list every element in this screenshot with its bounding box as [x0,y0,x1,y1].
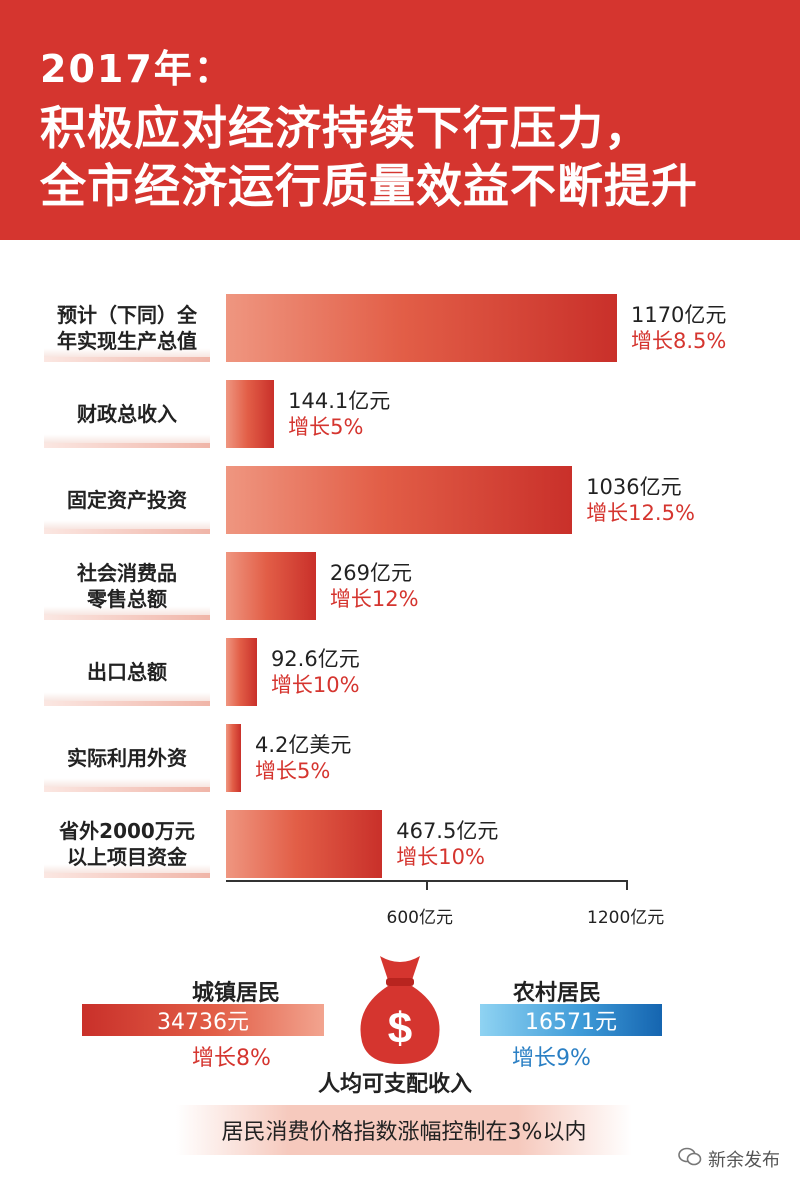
bar-value-label: 467.5亿元 [396,819,499,843]
bar-growth-label: 增长5% [288,415,364,439]
bar-value-group: 269亿元 增长12% [330,560,419,612]
header-year: 2017年： [40,47,234,91]
category-label-line: 社会消费品 [77,561,177,585]
urban-income-bar: 34736元 [82,1004,324,1036]
bar-value-label: 144.1亿元 [288,389,391,413]
category-label-line: 以上项目资金 [67,845,187,869]
money-bag-icon: $ [350,946,450,1066]
bar [226,638,257,706]
watermark-text: 新余发布 [708,1150,780,1171]
x-tick-label: 1200亿元 [587,908,665,928]
bar [226,552,316,620]
category-label-line: 出口总额 [87,660,167,684]
category-label-line: 财政总收入 [77,402,177,426]
bar-growth-label: 增长10% [270,673,360,697]
income-caption: 人均可支配收入 [318,1072,473,1097]
category-label-line: 预计（下同）全 [57,303,197,327]
category-label-line: 省外2000万元 [59,819,195,843]
category-label-line: 固定资产投资 [67,488,187,512]
urban-title: 城镇居民 [192,981,281,1006]
category-label: 预计（下同）全 年实现生产总值 [44,294,210,362]
rural-title: 农村居民 [513,981,602,1006]
bar-growth-label: 增长10% [396,845,485,869]
bar [226,810,383,878]
bar-value-group: 1036亿元 增长12.5% [586,474,695,526]
cpi-banner: 居民消费价格指数涨幅控制在3%以内 [176,1105,632,1155]
category-label: 省外2000万元 以上项目资金 [44,810,210,878]
bar-value-group: 1170亿元 增长8.5% [631,302,726,354]
bar-value-label: 92.6亿元 [270,647,360,671]
dollar-symbol: $ [388,1004,412,1053]
bar-value-label: 269亿元 [329,561,412,585]
bar-value-label: 1170亿元 [630,303,727,327]
category-label: 出口总额 [44,638,210,706]
bar-growth-label: 增长12% [329,587,419,611]
wechat-icon [678,1147,702,1172]
bar-value-group: 4.2亿美元 增长5% [255,732,351,784]
category-label-line: 零售总额 [87,587,167,611]
bar-value-label: 1036亿元 [586,475,682,499]
watermark: 新余发布 [678,1146,780,1172]
bar-value-group: 144.1亿元 增长5% [288,388,390,440]
bar [226,724,241,792]
bar-growth-label: 增长5% [255,759,331,783]
category-label: 财政总收入 [44,380,210,448]
bar [226,380,275,448]
header-title-line2: 全市经济运行质量效益不断提升 [40,159,698,213]
category-label-line: 实际利用外资 [67,746,187,770]
x-tick-label: 600亿元 [386,908,453,928]
bar [226,466,573,534]
rural-income-bar: 16571元 [480,1004,662,1036]
category-label: 固定资产投资 [44,466,210,534]
category-label: 社会消费品 零售总额 [44,552,210,620]
header-title-line1: 积极应对经济持续下行压力， [40,101,651,155]
category-label-line: 年实现生产总值 [57,329,197,353]
urban-growth: 增长8% [192,1046,271,1071]
rural-growth: 增长9% [512,1046,591,1071]
bar-value-label: 4.2亿美元 [255,733,352,757]
bar [226,294,617,362]
bar-growth-label: 增长12.5% [586,501,695,525]
bar-growth-label: 增长8.5% [630,329,727,353]
x-tick-mark [626,880,628,890]
bar-value-group: 467.5亿元 增长10% [396,818,498,870]
header-banner: 2017年： 积极应对经济持续下行压力， 全市经济运行质量效益不断提升 [0,0,800,240]
x-tick-mark [425,880,428,890]
bar-value-group: 92.6亿元 增长10% [271,646,360,698]
category-label: 实际利用外资 [44,724,210,792]
